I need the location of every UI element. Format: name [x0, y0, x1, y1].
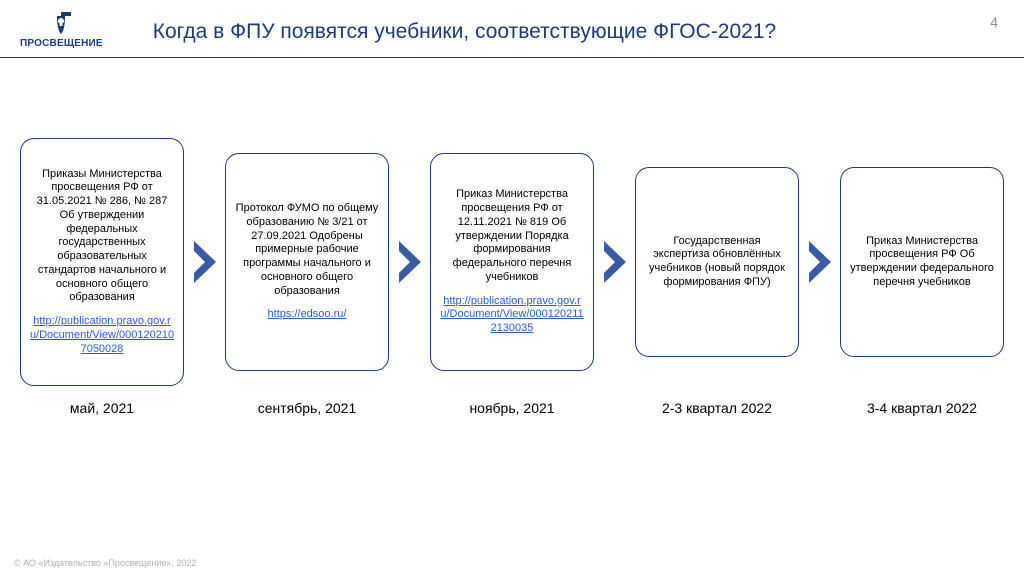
date-label: 3-4 квартал 2022: [840, 400, 1004, 416]
footer-copyright: © АО «Издательство «Просвещение», 2022: [14, 558, 196, 568]
timeline-dates: май, 2021 сентябрь, 2021 ноябрь, 2021 2-…: [0, 386, 1024, 416]
logo-text: ПРОСВЕЩЕНИЕ: [20, 38, 103, 49]
flow-node-text: Приказ Министерства просвещения РФ Об ут…: [849, 235, 995, 290]
flow-node: Протокол ФУМО по общему образованию № 3/…: [225, 153, 389, 371]
flow-node: Приказы Министерства просвещения РФ от 3…: [20, 138, 184, 386]
flow-node: Государственная экспертиза обновлённых у…: [635, 167, 799, 357]
logo: ПРОСВЕЩЕНИЕ: [20, 12, 103, 49]
flow-node: Приказ Министерства просвещения РФ Об ут…: [840, 167, 1004, 357]
arrow-icon: [397, 239, 423, 285]
date-label: сентябрь, 2021: [225, 400, 389, 416]
page-number: 4: [990, 12, 1004, 30]
flow-node: Приказ Министерства просвещения РФ от 12…: [430, 153, 594, 371]
flow-node-link[interactable]: http://publication.pravo.gov.ru/Document…: [29, 315, 175, 356]
flow-node-link[interactable]: https://edsoo.ru/: [268, 308, 347, 322]
flow-node-text: Государственная экспертиза обновлённых у…: [644, 235, 790, 290]
flow-node-link[interactable]: http://publication.pravo.gov.ru/Document…: [439, 295, 585, 336]
logo-shield-icon: [47, 12, 75, 36]
page-title: Когда в ФПУ появятся учебники, соответст…: [123, 12, 990, 44]
flow-node-text: Приказ Министерства просвещения РФ от 12…: [439, 188, 585, 284]
arrow-icon: [807, 239, 833, 285]
date-label: 2-3 квартал 2022: [635, 400, 799, 416]
flow-node-text: Протокол ФУМО по общему образованию № 3/…: [234, 202, 380, 298]
date-label: ноябрь, 2021: [430, 400, 594, 416]
timeline-flow: Приказы Министерства просвещения РФ от 3…: [0, 58, 1024, 386]
date-label: май, 2021: [20, 400, 184, 416]
header: ПРОСВЕЩЕНИЕ Когда в ФПУ появятся учебник…: [0, 0, 1024, 58]
arrow-icon: [192, 239, 218, 285]
arrow-icon: [602, 239, 628, 285]
flow-node-text: Приказы Министерства просвещения РФ от 3…: [29, 168, 175, 306]
